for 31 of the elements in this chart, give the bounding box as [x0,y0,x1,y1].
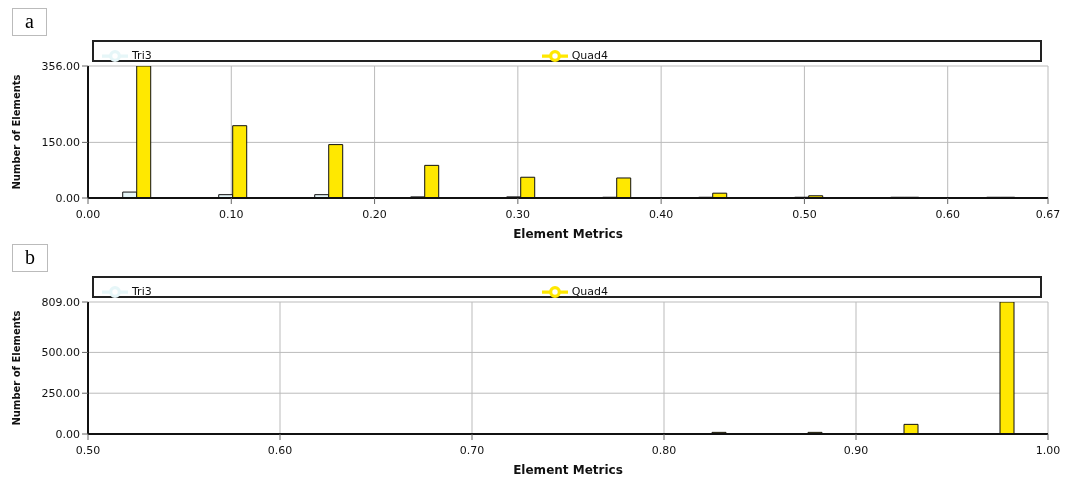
y-tick-label: 500.00 [41,346,80,360]
x-axis-title: Element Metrics [513,227,623,241]
legend-label: Quad4 [571,49,609,62]
y-tick-label: 0.00 [55,191,80,205]
x-tick-label: 0.60 [267,443,293,457]
x-tick-label: 0.67 [1035,207,1061,221]
y-tick-label: 250.00 [41,387,80,401]
x-tick-label: 0.30 [505,207,531,221]
x-tick-label: 0.20 [362,207,387,221]
legend-label: Tri3 [132,49,152,62]
legend-label: Tri3 [132,285,152,298]
x-tick-label: 0.80 [651,443,677,457]
x-tick-label: 0.40 [648,207,674,221]
legend-label: Quad4 [571,285,609,298]
x-tick-label: 0.60 [935,207,960,221]
y-tick-label: 150.00 [41,136,80,150]
y-axis-title: Number of Elements [10,310,22,426]
chart-title: a [12,8,47,36]
x-tick-label: 0.50 [792,207,817,221]
y-tick-label: 0.00 [55,427,80,441]
chart-title: b [12,244,48,272]
x-axis-title: Element Metrics [513,463,623,477]
y-axis-title: Number of Elements [10,74,22,190]
y-tick-label: 356.00 [41,59,80,73]
x-tick-label: 0.10 [219,207,244,221]
x-tick-label: 0.70 [459,443,485,457]
y-tick-label: 809.00 [41,295,80,309]
x-tick-label: 0.00 [75,207,101,221]
x-tick-label: 1.00 [1035,443,1061,457]
x-tick-label: 0.90 [843,443,869,457]
x-tick-label: 0.50 [75,443,101,457]
